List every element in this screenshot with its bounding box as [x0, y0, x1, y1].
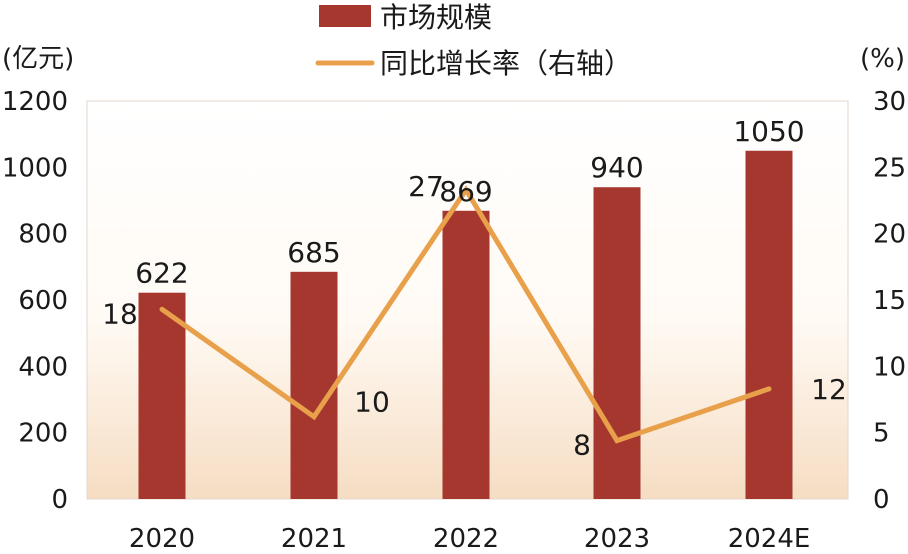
- y-tick-label: 600: [18, 286, 68, 316]
- y-tick-label: 1200: [2, 87, 68, 117]
- line-value-label: 18: [102, 297, 138, 330]
- growth-line: [159, 185, 772, 444]
- y-tick-label: 0: [51, 485, 68, 515]
- y-axis-ticks: 0 200 400 600 800 1000 1200: [2, 87, 68, 515]
- y-tick-label: 1000: [2, 153, 68, 183]
- bar-value-label: 685: [287, 236, 340, 269]
- line-value-label: 10: [354, 386, 390, 419]
- bar: [290, 271, 338, 499]
- y2-axis-unit: (%): [860, 44, 905, 74]
- y2-tick-label: 30: [873, 87, 906, 117]
- legend-bar-label: 市场规模: [380, 1, 492, 34]
- bar: [593, 187, 641, 499]
- y2-tick-label: 15: [873, 286, 906, 316]
- bar-labels: 622 685 869 940 1050: [135, 115, 804, 290]
- y2-tick-label: 5: [873, 419, 890, 449]
- bar: [442, 210, 490, 499]
- y2-tick-label: 25: [873, 153, 906, 183]
- x-axis-ticks: 2020 2021 2022 2023 2024E: [129, 524, 810, 554]
- growth-line-path: [159, 185, 772, 444]
- x-tick-label: 2021: [281, 524, 347, 554]
- bar-value-label: 940: [590, 151, 643, 184]
- line-value-label: 12: [811, 373, 847, 406]
- x-tick-label: 2022: [433, 524, 499, 554]
- y-tick-label: 400: [18, 352, 68, 382]
- line-labels: 18 10 27 8 12: [102, 170, 847, 462]
- legend-bar-swatch: [319, 5, 371, 27]
- y2-axis-ticks: 0 5 10 15 20 25 30: [873, 87, 906, 515]
- bar-value-label: 869: [439, 175, 492, 208]
- bars: [138, 150, 793, 499]
- y-tick-label: 200: [18, 419, 68, 449]
- line-value-label: 8: [573, 429, 591, 462]
- bar: [745, 150, 793, 499]
- bar-value-label: 1050: [733, 115, 804, 148]
- x-tick-label: 2020: [129, 524, 195, 554]
- x-tick-label: 2023: [584, 524, 650, 554]
- y2-tick-label: 10: [873, 352, 906, 382]
- legend-line-label: 同比增长率（右轴）: [380, 47, 632, 80]
- y-axis-unit: (亿元): [2, 44, 74, 74]
- x-tick-label: 2024E: [728, 524, 811, 554]
- legend: 市场规模 同比增长率（右轴）: [315, 1, 632, 80]
- bar-value-label: 622: [135, 257, 188, 290]
- bar: [138, 292, 186, 499]
- y-tick-label: 800: [18, 220, 68, 250]
- y2-tick-label: 20: [873, 220, 906, 250]
- y2-tick-label: 0: [873, 485, 890, 515]
- line-value-label: 27: [408, 170, 444, 203]
